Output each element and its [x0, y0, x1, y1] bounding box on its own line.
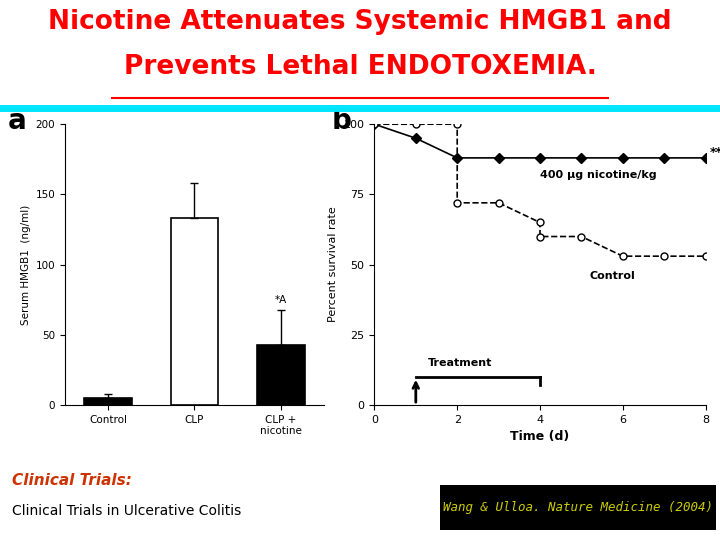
Text: a: a [8, 107, 27, 136]
X-axis label: Time (d): Time (d) [510, 430, 570, 443]
Text: Clinical Trials:: Clinical Trials: [12, 472, 132, 488]
Text: Wang & Ulloa. Nature Medicine (2004): Wang & Ulloa. Nature Medicine (2004) [443, 501, 713, 514]
Bar [84, 398, 132, 405]
Text: b: b [331, 107, 351, 136]
Y-axis label: Percent survival rate: Percent survival rate [328, 207, 338, 322]
Text: Nicotine Attenuates Systemic HMGB1 and: Nicotine Attenuates Systemic HMGB1 and [48, 9, 672, 35]
Text: Control: Control [590, 271, 636, 281]
Bar [257, 345, 305, 405]
Y-axis label: Serum HMGB1  (ng/ml): Serum HMGB1 (ng/ml) [21, 205, 31, 325]
Text: 400 μg nicotine/kg: 400 μg nicotine/kg [540, 170, 657, 180]
Text: Clinical Trials in Ulcerative Colitis: Clinical Trials in Ulcerative Colitis [12, 504, 241, 518]
Text: **: ** [710, 146, 720, 159]
Text: Treatment: Treatment [428, 359, 492, 368]
Bar [171, 218, 218, 405]
FancyBboxPatch shape [440, 485, 716, 530]
Text: Prevents Lethal ENDOTOXEMIA.: Prevents Lethal ENDOTOXEMIA. [124, 54, 596, 80]
Text: *A: *A [274, 295, 287, 305]
